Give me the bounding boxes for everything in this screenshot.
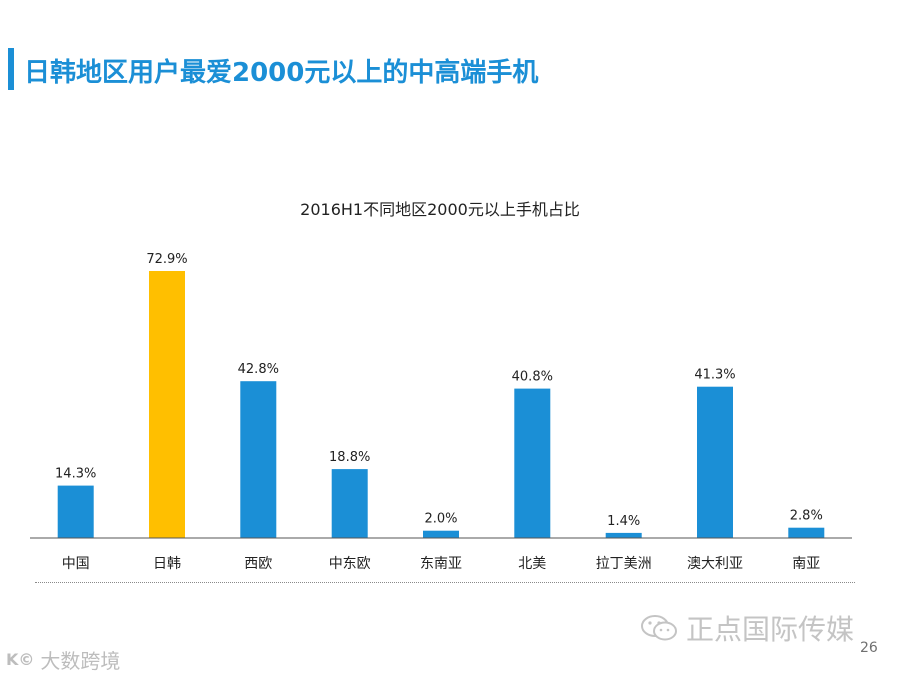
logo-mark: K© [6,650,34,669]
bar-日韩 [149,271,185,538]
bar-chart: 2016H1不同地区2000元以上手机占比 14.3% 中国 72.9% 日韩 42.8%… [0,0,900,675]
bottom-logo: K© 大数跨境 [6,645,120,674]
category-label: 东南亚 [420,556,462,572]
data-label: 2.0% [424,512,457,527]
category-label: 中国 [62,556,90,572]
category-label: 西欧 [244,556,272,572]
data-label: 14.3% [55,467,96,482]
footer-divider [35,582,855,583]
bar-中东欧 [332,469,368,538]
bar-南亚 [788,528,824,538]
page-number: 26 [860,640,878,656]
data-label: 72.9% [146,252,187,267]
category-label: 拉丁美洲 [596,556,652,572]
category-label: 澳大利亚 [687,556,743,572]
watermark: 正点国际传媒 [640,608,854,648]
bar-东南亚 [423,531,459,538]
watermark-text: 正点国际传媒 [686,608,854,648]
bar-拉丁美洲 [606,533,642,538]
bar-中国 [58,486,94,538]
data-label: 18.8% [329,450,370,465]
data-label: 1.4% [607,514,640,529]
logo-text: 大数跨境 [40,645,120,674]
category-label: 北美 [518,556,546,572]
category-label: 南亚 [792,556,820,572]
category-label: 日韩 [153,556,181,572]
data-label: 40.8% [512,370,553,385]
slide: 日韩地区用户最爱2000元以上的中高端手机 2016H1不同地区2000元以上手… [0,0,900,675]
chart-title: 2016H1不同地区2000元以上手机占比 [300,200,580,219]
bar-西欧 [240,381,276,538]
data-label: 41.3% [694,368,735,383]
bar-北美 [514,389,550,538]
category-label: 中东欧 [329,556,371,572]
data-label: 42.8% [238,362,279,377]
bar-澳大利亚 [697,387,733,538]
data-label: 2.8% [790,509,823,524]
wechat-icon [640,613,678,643]
